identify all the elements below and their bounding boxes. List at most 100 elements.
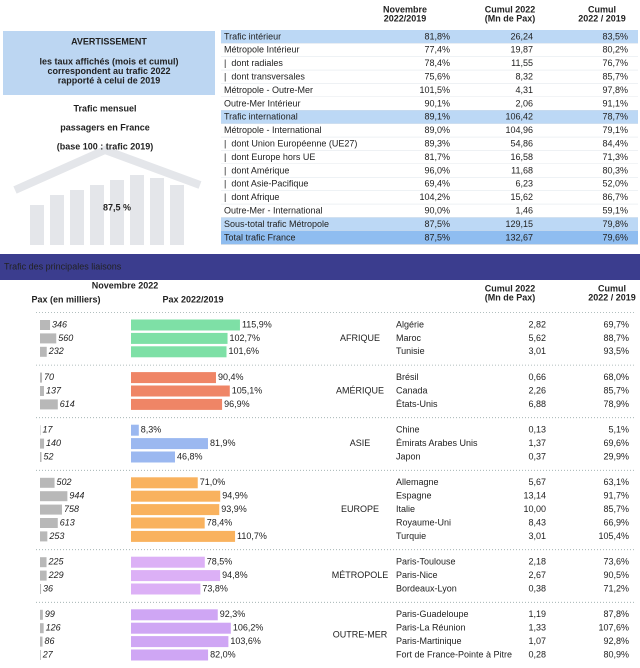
route-cumul-ratio: 107,6% xyxy=(598,623,629,633)
cumul-ratio: 79,6% xyxy=(602,232,628,242)
ratio-bar xyxy=(131,452,175,463)
cumul-ratio: 80,2% xyxy=(602,45,628,55)
route-name: Brésil xyxy=(396,372,419,382)
route-cumul-ratio: 87,8% xyxy=(603,609,629,619)
row-label: | dont Union Européenne (UE27) xyxy=(224,138,357,148)
route-name: Paris-Toulouse xyxy=(396,557,456,567)
route-cumul: 1,19 xyxy=(528,609,546,619)
column-header: 2022 / 2019 xyxy=(578,13,626,23)
section-title: Trafic des principales liaisons xyxy=(4,261,122,271)
cumul-ratio: 78,7% xyxy=(602,112,628,122)
pax-bar xyxy=(40,373,42,383)
route-cumul: 2,67 xyxy=(528,570,546,580)
row-label: | dont radiales xyxy=(224,58,283,68)
nov-value: 96,0% xyxy=(424,165,450,175)
warning-text: correspondent au trafic 2022 xyxy=(47,66,170,76)
column-header: 2022/2019 xyxy=(384,13,427,23)
ratio-label: 82,0% xyxy=(210,649,236,659)
pax-label: 229 xyxy=(48,570,64,580)
ratio-label: 106,2% xyxy=(233,623,264,633)
ratio-label: 81,9% xyxy=(210,438,236,448)
row-label: | dont Europe hors UE xyxy=(224,152,315,162)
cumul-ratio: 86,7% xyxy=(602,192,628,202)
pax-label: 36 xyxy=(43,583,53,593)
title: passagers en France xyxy=(60,122,150,132)
pax-label: 502 xyxy=(57,477,72,487)
route-name: Maroc xyxy=(396,333,422,343)
cumul-value: 15,62 xyxy=(510,192,533,202)
ratio-label: 115,9% xyxy=(242,319,272,329)
pax-bar xyxy=(40,505,62,515)
nov-value: 89,1% xyxy=(424,112,450,122)
route-cumul: 0,37 xyxy=(528,451,546,461)
ratio-bar xyxy=(131,636,228,647)
cumul-ratio: 80,3% xyxy=(602,165,628,175)
row-label: Sous-total trafic Métropole xyxy=(224,219,329,229)
ratio-bar xyxy=(131,531,235,542)
row-label: Trafic intérieur xyxy=(224,31,281,41)
row-label: Outre-Mer - International xyxy=(224,205,323,215)
cumul-ratio: 91,1% xyxy=(602,98,628,108)
cumul-value: 106,42 xyxy=(505,112,533,122)
pax-label: 140 xyxy=(46,438,61,448)
ratio-label: 94,9% xyxy=(222,491,248,501)
pax-label: 944 xyxy=(69,491,84,501)
route-name: Italie xyxy=(396,504,415,514)
row-label: | dont Amérique xyxy=(224,165,289,175)
nov-value: 81,8% xyxy=(424,31,450,41)
cumul-ratio: 84,4% xyxy=(602,138,628,148)
pax-bar xyxy=(40,347,47,357)
cumul-ratio: 79,1% xyxy=(602,125,628,135)
pax-bar xyxy=(40,650,41,660)
route-cumul-ratio: 78,9% xyxy=(603,399,629,409)
route-cumul-ratio: 29,9% xyxy=(603,451,629,461)
row-label: Outre-Mer Intérieur xyxy=(224,98,301,108)
kpi: 87,5 % xyxy=(103,202,131,212)
cumul-ratio: 79,8% xyxy=(602,219,628,229)
ratio-bar xyxy=(131,623,231,634)
pax-bar xyxy=(40,386,44,396)
ratio-bar xyxy=(131,372,216,383)
warning-text: rapporté à celui de 2019 xyxy=(58,75,161,85)
route-cumul: 0,28 xyxy=(528,649,546,659)
cumul-value: 4,31 xyxy=(515,85,533,95)
pax-bar xyxy=(40,610,43,620)
ratio-bar xyxy=(131,320,240,331)
pax-bar xyxy=(40,571,47,581)
route-cumul: 1,07 xyxy=(528,636,546,646)
pax-label: 346 xyxy=(52,319,67,329)
route-name: Turquie xyxy=(396,531,426,541)
cumul-value: 8,32 xyxy=(515,71,533,81)
decor-bars xyxy=(15,150,200,245)
head-cumul-ratio: 2022 / 2019 xyxy=(588,292,636,302)
nov-value: 87,5% xyxy=(424,219,450,229)
cumul-value: 26,24 xyxy=(510,31,533,41)
route-cumul: 0,38 xyxy=(528,583,546,593)
cumul-value: 104,96 xyxy=(505,125,533,135)
cumul-value: 2,06 xyxy=(515,98,533,108)
region-label: OUTRE-MER xyxy=(333,629,388,639)
nov-value: 89,3% xyxy=(424,138,450,148)
cumul-ratio: 76,7% xyxy=(602,58,628,68)
route-name: Allemagne xyxy=(396,477,439,487)
pax-label: 137 xyxy=(46,385,62,395)
cumul-value: 6,23 xyxy=(515,179,533,189)
cumul-ratio: 83,5% xyxy=(602,31,628,41)
route-cumul: 2,18 xyxy=(528,557,546,567)
ratio-label: 92,3% xyxy=(220,609,246,619)
route-cumul: 13,14 xyxy=(523,491,546,501)
row-label: Métropole - Outre-Mer xyxy=(224,85,313,95)
route-cumul-ratio: 88,7% xyxy=(603,333,629,343)
route-name: Paris-Martinique xyxy=(396,636,462,646)
pax-bar xyxy=(40,557,47,567)
route-cumul-ratio: 85,7% xyxy=(603,504,629,514)
cumul-value: 54,86 xyxy=(510,138,533,148)
pax-bar xyxy=(40,320,50,330)
route-cumul-ratio: 68,0% xyxy=(603,372,629,382)
row-label: Métropole - International xyxy=(224,125,322,135)
pax-label: 232 xyxy=(48,346,64,356)
pax-bar xyxy=(40,637,42,647)
cumul-value: 11,68 xyxy=(511,165,533,175)
ratio-bar xyxy=(131,477,198,488)
